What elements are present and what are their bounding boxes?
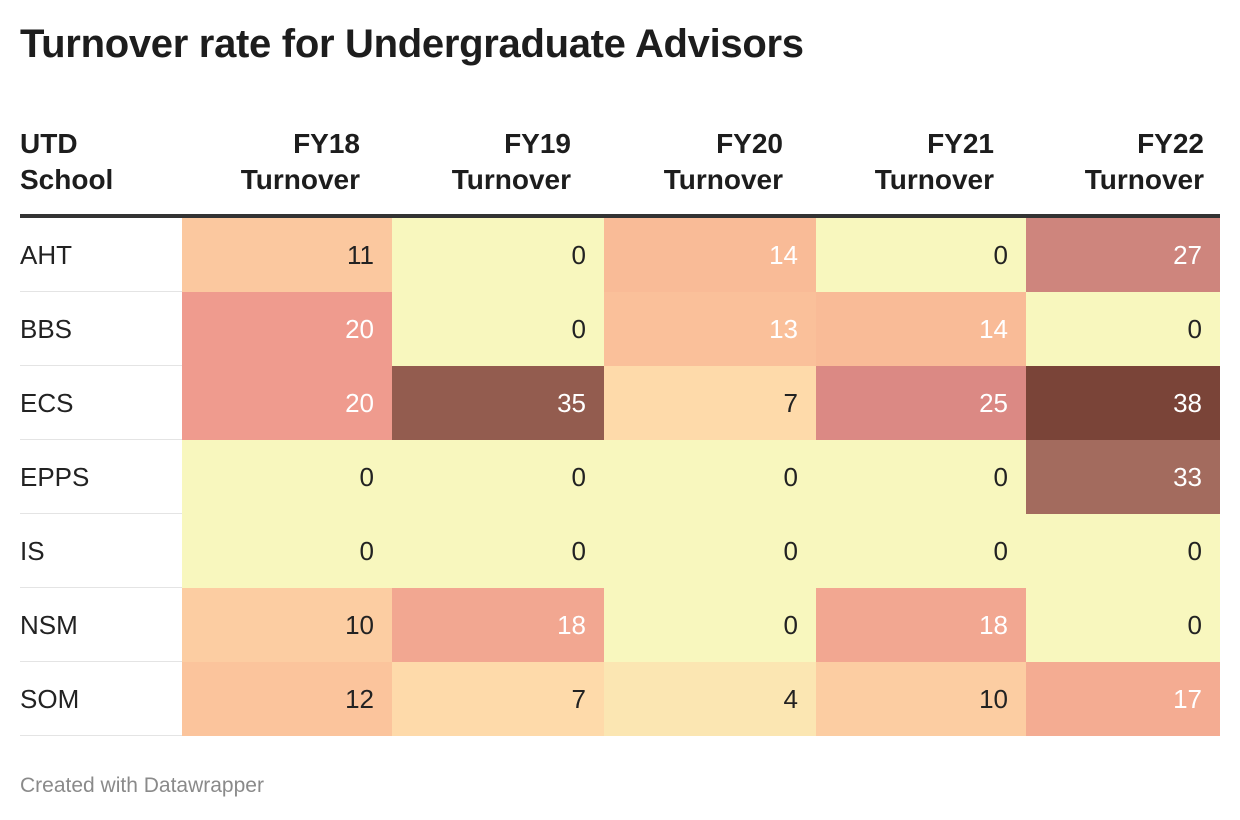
heatmap-cell: 10 — [816, 662, 1026, 736]
row-separator — [20, 439, 182, 440]
heatmap-cell: 38 — [1026, 366, 1220, 440]
table-row: EPPS 0 0 0 0 33 — [20, 440, 1220, 514]
row-label: ECS — [20, 388, 74, 418]
heatmap-cell: 27 — [1026, 218, 1220, 292]
heatmap-cell: 0 — [1026, 588, 1220, 662]
heatmap-cell: 35 — [392, 366, 604, 440]
heatmap-cell: 0 — [1026, 514, 1220, 588]
heatmap-cell: 0 — [182, 440, 392, 514]
heatmap-cell: 7 — [392, 662, 604, 736]
table-row: ECS 20 35 7 25 38 — [20, 366, 1220, 440]
row-label: NSM — [20, 610, 78, 640]
header-utd-school: UTD School — [20, 126, 113, 198]
heatmap-cell: 18 — [816, 588, 1026, 662]
row-separator — [20, 735, 182, 736]
heatmap-cell: 13 — [604, 292, 816, 366]
chart-title: Turnover rate for Undergraduate Advisors — [20, 22, 804, 66]
heatmap-cell: 0 — [392, 292, 604, 366]
row-label: SOM — [20, 684, 80, 714]
table-row: AHT 11 0 14 0 27 — [20, 218, 1220, 292]
table-row: IS 0 0 0 0 0 — [20, 514, 1220, 588]
heatmap-cell: 0 — [182, 514, 392, 588]
header-line-1: UTD — [20, 128, 78, 159]
table-row: NSM 10 18 0 18 0 — [20, 588, 1220, 662]
heatmap-cell: 17 — [1026, 662, 1220, 736]
header-line-1: FY19 — [504, 128, 571, 159]
heatmap-cell: 14 — [816, 292, 1026, 366]
heatmap-cell: 14 — [604, 218, 816, 292]
table-row: SOM 12 7 4 10 17 — [20, 662, 1220, 736]
heatmap-cell: 18 — [392, 588, 604, 662]
header-line-2: School — [20, 164, 114, 195]
heatmap-cell: 0 — [392, 514, 604, 588]
heatmap-cell: 4 — [604, 662, 816, 736]
heatmap-cell: 11 — [182, 218, 392, 292]
header-fy20: FY20 Turnover — [604, 126, 783, 198]
table-row: BBS 20 0 13 14 0 — [20, 292, 1220, 366]
heatmap-cell: 12 — [182, 662, 392, 736]
heatmap-cell: 10 — [182, 588, 392, 662]
heatmap-cell: 0 — [816, 218, 1026, 292]
heatmap-cell: 0 — [604, 588, 816, 662]
heatmap-cell: 20 — [182, 366, 392, 440]
heatmap-cell: 7 — [604, 366, 816, 440]
heatmap-table: UTD School FY18 Turnover FY19 Turnover F… — [20, 120, 1220, 736]
footer-credit: Created with Datawrapper — [20, 774, 264, 797]
header-row: UTD School FY18 Turnover FY19 Turnover F… — [20, 120, 1220, 218]
header-line-1: FY21 — [927, 128, 994, 159]
header-fy18: FY18 Turnover — [182, 126, 360, 198]
heatmap-cell: 0 — [604, 440, 816, 514]
header-line-1: FY22 — [1137, 128, 1204, 159]
heatmap-cell: 0 — [604, 514, 816, 588]
row-separator — [20, 291, 182, 292]
header-fy22: FY22 Turnover — [1026, 126, 1204, 198]
header-line-1: FY18 — [293, 128, 360, 159]
table-body: AHT 11 0 14 0 27 BBS 20 0 13 14 0 ECS 20 35 7 25 38 EPPS 0 0… — [20, 218, 1220, 736]
row-label: BBS — [20, 314, 73, 344]
row-separator — [20, 513, 182, 514]
heatmap-cell: 33 — [1026, 440, 1220, 514]
heatmap-cell: 0 — [816, 514, 1026, 588]
row-separator — [20, 365, 182, 366]
row-label: AHT — [20, 240, 72, 270]
header-line-2: Turnover — [663, 164, 783, 195]
heatmap-cell: 25 — [816, 366, 1026, 440]
heatmap-cell: 0 — [392, 440, 604, 514]
row-separator — [20, 587, 182, 588]
header-fy19: FY19 Turnover — [392, 126, 571, 198]
heatmap-cell: 20 — [182, 292, 392, 366]
header-line-2: Turnover — [451, 164, 571, 195]
header-fy21: FY21 Turnover — [816, 126, 994, 198]
row-label: IS — [20, 536, 45, 566]
header-line-2: Turnover — [1084, 164, 1204, 195]
heatmap-cell: 0 — [1026, 292, 1220, 366]
header-line-1: FY20 — [716, 128, 783, 159]
row-separator — [20, 661, 182, 662]
heatmap-cell: 0 — [816, 440, 1026, 514]
row-label: EPPS — [20, 462, 90, 492]
heatmap-cell: 0 — [392, 218, 604, 292]
header-line-2: Turnover — [240, 164, 360, 195]
header-line-2: Turnover — [874, 164, 994, 195]
